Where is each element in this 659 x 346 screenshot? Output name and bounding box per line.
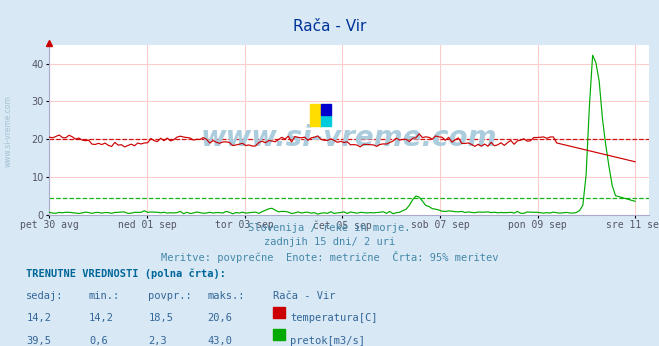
Text: Slovenija / reke in morje.: Slovenija / reke in morje.	[248, 223, 411, 233]
Text: www.si-vreme.com: www.si-vreme.com	[3, 95, 13, 167]
Text: 18,5: 18,5	[148, 313, 173, 323]
Text: Rača - Vir: Rača - Vir	[273, 291, 336, 301]
Text: www.si-vreme.com: www.si-vreme.com	[201, 124, 498, 152]
Text: povpr.:: povpr.:	[148, 291, 192, 301]
Text: TRENUTNE VREDNOSTI (polna črta):: TRENUTNE VREDNOSTI (polna črta):	[26, 268, 226, 279]
Text: Meritve: povprečne  Enote: metrične  Črta: 95% meritev: Meritve: povprečne Enote: metrične Črta:…	[161, 251, 498, 263]
Text: 20,6: 20,6	[208, 313, 233, 323]
Text: pretok[m3/s]: pretok[m3/s]	[290, 336, 365, 346]
Bar	[321, 104, 331, 115]
Text: sedaj:: sedaj:	[26, 291, 64, 301]
Text: 0,6: 0,6	[89, 336, 107, 346]
Text: 2,3: 2,3	[148, 336, 167, 346]
Text: 14,2: 14,2	[89, 313, 114, 323]
Text: 14,2: 14,2	[26, 313, 51, 323]
Text: min.:: min.:	[89, 291, 120, 301]
Text: 43,0: 43,0	[208, 336, 233, 346]
Bar	[310, 104, 321, 126]
Text: 39,5: 39,5	[26, 336, 51, 346]
Text: zadnjih 15 dni/ 2 uri: zadnjih 15 dni/ 2 uri	[264, 237, 395, 247]
Text: Rača - Vir: Rača - Vir	[293, 19, 366, 34]
Text: temperatura[C]: temperatura[C]	[290, 313, 378, 323]
Text: maks.:: maks.:	[208, 291, 245, 301]
Bar	[321, 115, 331, 126]
